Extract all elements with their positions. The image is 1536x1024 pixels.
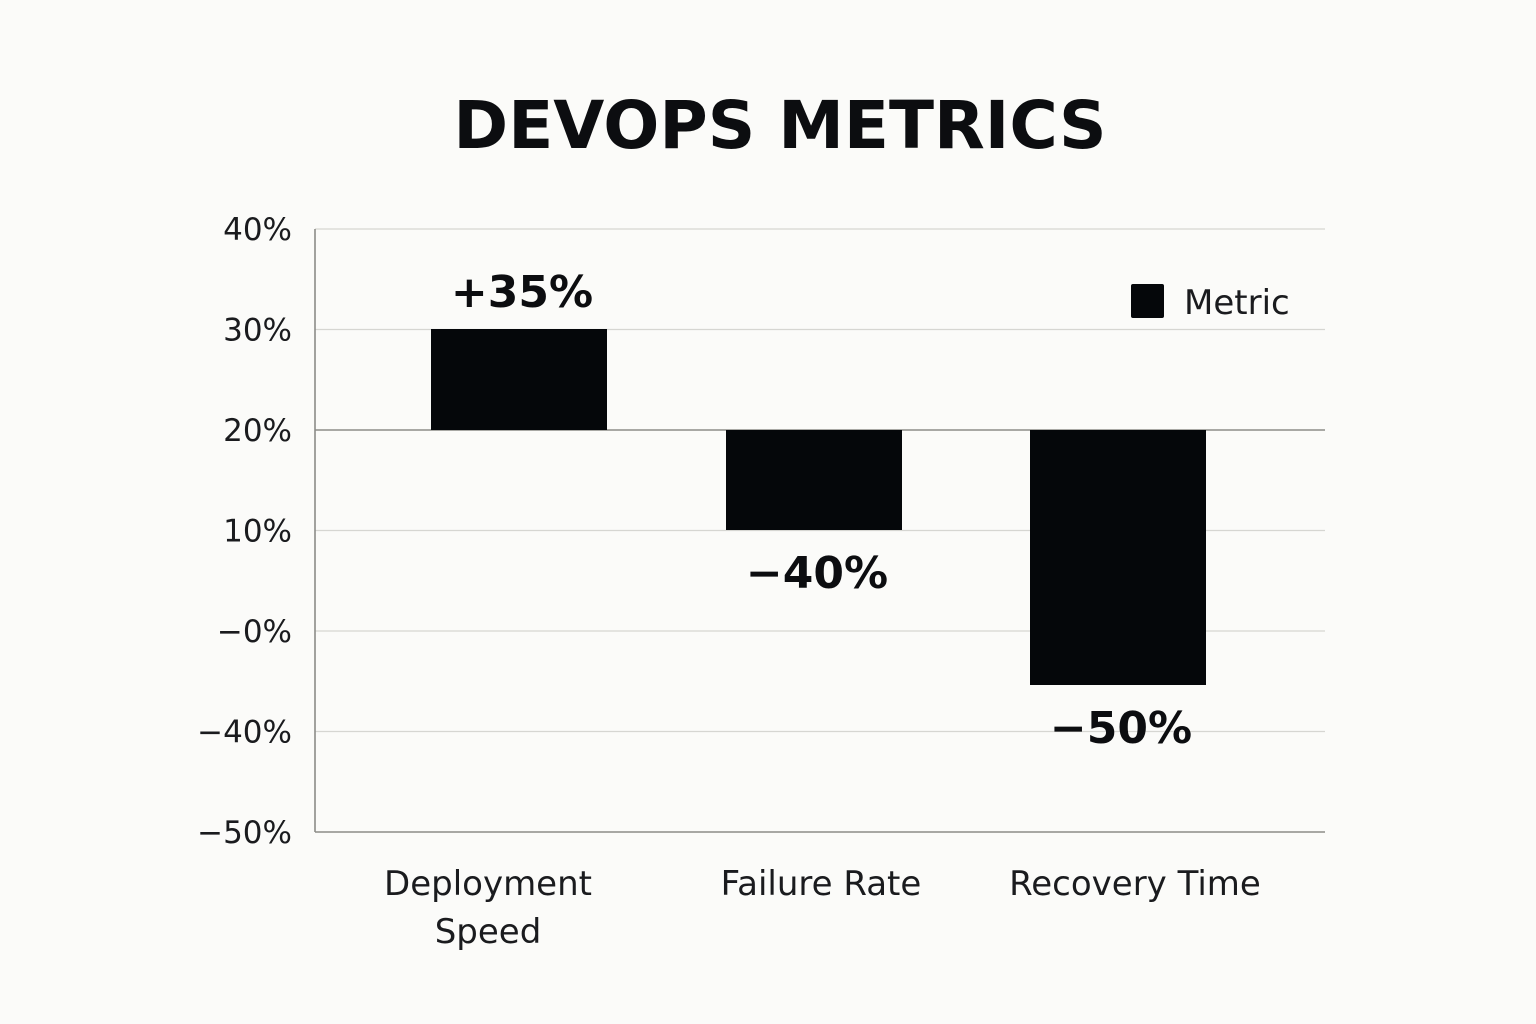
bar — [726, 430, 902, 530]
x-category-label: Recovery Time — [1009, 864, 1261, 904]
data-label: −50% — [1050, 703, 1192, 754]
y-tick-label: −50% — [197, 815, 292, 851]
data-labels: +35% −40% −50% — [451, 267, 1192, 754]
axes — [314, 229, 1325, 833]
y-tick-label: 30% — [223, 313, 292, 349]
y-tick-label: 10% — [223, 514, 292, 550]
x-category-label: Deployment — [384, 864, 592, 904]
bars — [431, 329, 1206, 685]
chart-title: DEVOPS METRICS — [453, 87, 1106, 164]
legend-label: Metric — [1184, 283, 1290, 323]
y-tick-label: 40% — [223, 212, 292, 248]
y-axis-ticks: 40% 30% 20% 10% −0% −40% −50% — [197, 212, 292, 851]
data-label: +35% — [451, 267, 593, 318]
x-category-label: Failure Rate — [721, 864, 922, 904]
legend: Metric — [1131, 283, 1290, 323]
data-label: −40% — [746, 548, 888, 599]
bar — [1030, 430, 1206, 685]
y-tick-label: −0% — [217, 614, 292, 650]
x-axis-categories: Deployment Speed Failure Rate Recovery Time — [384, 864, 1261, 952]
x-category-label: Speed — [435, 912, 542, 952]
y-tick-label: −40% — [197, 715, 292, 751]
y-tick-label: 20% — [223, 413, 292, 449]
bar — [431, 329, 607, 430]
legend-swatch — [1131, 284, 1164, 318]
